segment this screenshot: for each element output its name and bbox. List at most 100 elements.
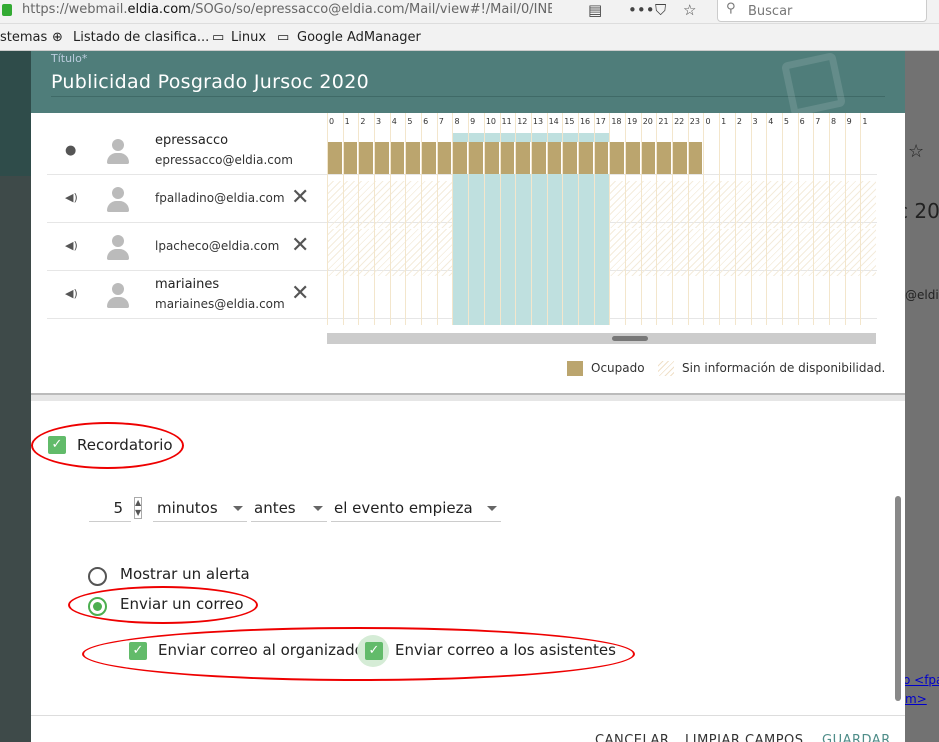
busy-block bbox=[546, 142, 563, 174]
browser-toolbar: https://webmail.eldia.com/SOGo/so/epress… bbox=[0, 0, 939, 24]
organizer-icon: ● bbox=[65, 143, 77, 158]
remove-attendee-icon[interactable]: ✕ bbox=[291, 233, 310, 258]
search-input[interactable]: ⚲ Buscar bbox=[717, 0, 927, 22]
busy-block bbox=[405, 142, 422, 174]
busy-block bbox=[687, 142, 704, 174]
hour-label: 16 bbox=[579, 117, 591, 126]
busy-block bbox=[609, 142, 625, 174]
attendee-name: epressacco bbox=[155, 133, 229, 148]
quantity-stepper[interactable]: ▲ ▼ bbox=[134, 497, 143, 519]
hour-label: 2 bbox=[360, 117, 366, 126]
busy-block bbox=[593, 142, 610, 174]
remove-attendee-icon[interactable]: ✕ bbox=[291, 185, 310, 210]
reader-icon[interactable]: ▤ bbox=[588, 1, 603, 19]
busy-block bbox=[562, 142, 578, 174]
busy-swatch bbox=[567, 361, 583, 376]
busy-block bbox=[327, 142, 343, 174]
save-button[interactable]: GUARDAR bbox=[822, 733, 891, 742]
remove-attendee-icon[interactable]: ✕ bbox=[291, 281, 310, 306]
busy-block bbox=[436, 142, 453, 174]
red-annotation bbox=[68, 586, 258, 624]
hour-label: 6 bbox=[799, 117, 805, 126]
hour-label: 19 bbox=[627, 117, 638, 126]
lock-icon bbox=[2, 4, 12, 16]
background-right: ☆ c 20 @eldia o <fpa m> bbox=[897, 51, 939, 742]
unit-select[interactable]: minutos bbox=[153, 496, 247, 522]
pocket-icon[interactable]: ⛉ bbox=[655, 1, 667, 19]
vertical-scrollbar[interactable] bbox=[895, 496, 901, 701]
hour-label: 2 bbox=[736, 117, 742, 126]
busy-block bbox=[499, 142, 516, 174]
bookmark[interactable]: stemas bbox=[0, 30, 48, 45]
attendee-email: epressacco@eldia.com bbox=[155, 153, 293, 167]
busy-block bbox=[468, 142, 484, 174]
hour-label: 12 bbox=[517, 117, 528, 126]
title-input[interactable]: Publicidad Posgrado Jursoc 2020 bbox=[51, 71, 369, 93]
divider bbox=[31, 393, 905, 401]
hour-label: 9 bbox=[470, 117, 476, 126]
avatar bbox=[103, 281, 133, 311]
legend-no-info: Sin información de disponibilidad. bbox=[682, 361, 886, 375]
url-bar[interactable]: https://webmail.eldia.com/SOGo/so/epress… bbox=[22, 2, 552, 17]
busy-block bbox=[421, 142, 437, 174]
attendee-role-icon: ◀) bbox=[65, 239, 78, 252]
dialog-header: Título* Publicidad Posgrado Jursoc 2020 bbox=[31, 51, 905, 118]
hour-label: 14 bbox=[548, 117, 559, 126]
freebusy-grid: 0 1 2 3 4 5 6 7 8 9 10 11 12 13 14 15 16 17 18 19 20 21 22 23 0 1… bbox=[327, 113, 876, 325]
busy-block bbox=[672, 142, 688, 174]
attendee-email: fpalladino@eldia.com bbox=[155, 191, 285, 205]
cancel-button[interactable]: CANCELAR bbox=[595, 733, 670, 742]
globe-icon: ⊕ bbox=[52, 30, 63, 45]
busy-block bbox=[577, 142, 594, 174]
reference-select[interactable]: el evento empieza bbox=[331, 496, 501, 522]
horizontal-scrollbar[interactable] bbox=[327, 333, 876, 344]
more-icon[interactable]: ••• bbox=[628, 1, 655, 19]
hour-label: 9 bbox=[846, 117, 852, 126]
hour-label: 13 bbox=[532, 117, 544, 126]
alert-radio[interactable] bbox=[88, 567, 107, 586]
busy-block bbox=[483, 142, 500, 174]
reset-button[interactable]: LIMPIAR CAMPOS bbox=[685, 733, 804, 742]
legend-busy: Ocupado bbox=[591, 361, 645, 375]
red-annotation bbox=[31, 422, 184, 469]
hour-label: 21 bbox=[658, 117, 669, 126]
relation-select[interactable]: antes bbox=[251, 496, 327, 522]
hour-label: 0 bbox=[705, 117, 711, 126]
hour-label: 20 bbox=[642, 117, 653, 126]
avatar bbox=[103, 185, 133, 215]
background-left bbox=[0, 51, 31, 742]
hour-label: 1 bbox=[344, 117, 350, 126]
bookmark[interactable]: Linux bbox=[231, 30, 267, 45]
busy-block bbox=[358, 142, 375, 174]
hour-label: 11 bbox=[501, 117, 512, 126]
attendee-email: lpacheco@eldia.com bbox=[155, 239, 280, 253]
no-info-block bbox=[609, 181, 876, 228]
red-annotation bbox=[82, 627, 635, 681]
attendee-name: mariaines bbox=[155, 277, 220, 292]
hour-label: 6 bbox=[423, 117, 429, 126]
reminder-quantity-input[interactable]: 5 bbox=[89, 496, 131, 522]
avatar bbox=[103, 137, 133, 167]
bookmark[interactable]: Listado de clasifica... bbox=[73, 30, 210, 45]
busy-block bbox=[640, 142, 657, 174]
attendee-role-icon: ◀) bbox=[65, 191, 78, 204]
attendee-row: ◀) mariaines mariaines@eldia.com ✕ bbox=[47, 271, 877, 319]
hour-label: 7 bbox=[815, 117, 821, 126]
hour-label: 1 bbox=[862, 117, 868, 126]
bookmark[interactable]: Google AdManager bbox=[297, 30, 421, 45]
hour-label: 3 bbox=[376, 117, 382, 126]
busy-block bbox=[625, 142, 641, 174]
star-icon[interactable]: ☆ bbox=[683, 1, 697, 19]
alert-label: Mostrar un alerta bbox=[120, 565, 250, 583]
no-info-swatch bbox=[658, 361, 674, 376]
event-dialog: Título* Publicidad Posgrado Jursoc 2020 … bbox=[31, 51, 905, 742]
hour-label: 22 bbox=[674, 117, 685, 126]
busy-block bbox=[656, 142, 673, 174]
busy-block bbox=[515, 142, 531, 174]
busy-block bbox=[389, 142, 406, 174]
attendee-role-icon: ◀) bbox=[65, 287, 78, 300]
hour-label: 8 bbox=[454, 117, 460, 126]
folder-icon: ▭ bbox=[212, 30, 225, 45]
folder-icon: ▭ bbox=[277, 30, 290, 45]
hour-label: 5 bbox=[407, 117, 413, 126]
